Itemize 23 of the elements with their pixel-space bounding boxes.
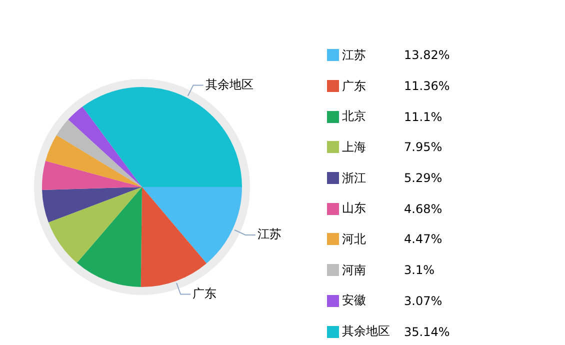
data-label: 13.82% [404,48,450,62]
slice-label: 其余地区 [205,77,254,92]
legend-label: 其余地区 [342,323,391,340]
legend-label: 河北 [342,230,367,248]
legend-label: 山东 [342,200,367,218]
legend-label: 广东 [342,78,367,95]
data-label: 11.36% [404,79,450,94]
slice-label: 广东 [192,286,217,300]
legend-label: 北京 [342,108,367,126]
legend-label: 江苏 [342,46,367,64]
slice-label: 江苏 [257,227,282,242]
data-label: 4.47% [404,232,442,246]
data-label: 35.14% [404,324,450,339]
data-label: 5.29% [404,171,442,186]
data-label: 11.1% [404,110,442,124]
data-label: 3.1% [404,263,434,278]
data-label: 4.68% [404,202,442,216]
legend-label: 安徽 [342,292,367,310]
legend-label: 浙江 [342,170,367,187]
data-label: 3.07% [404,294,442,308]
legend-label: 上海 [342,138,367,156]
legend-label: 河南 [342,262,367,279]
data-label: 7.95% [404,140,442,154]
